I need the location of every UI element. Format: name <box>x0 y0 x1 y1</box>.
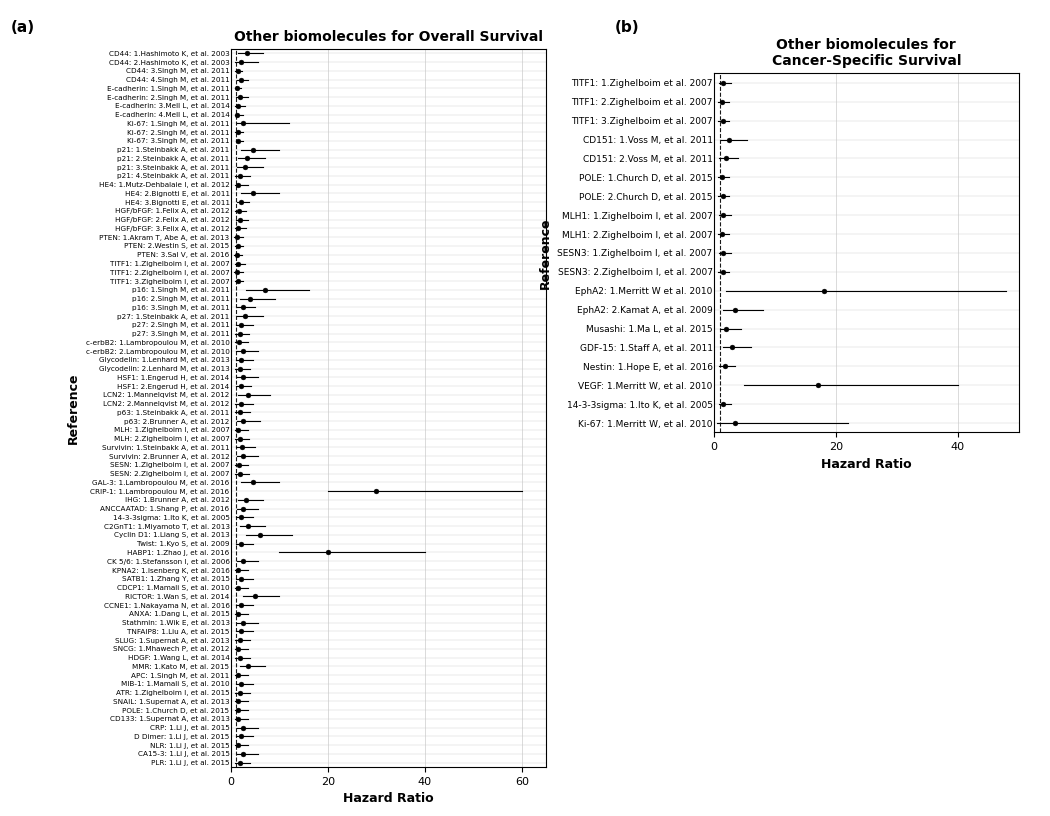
Title: Other biomolecules for
Cancer-Specific Survival: Other biomolecules for Cancer-Specific S… <box>772 38 961 68</box>
X-axis label: Hazard Ratio: Hazard Ratio <box>343 792 434 805</box>
Text: (b): (b) <box>614 20 638 35</box>
Text: (a): (a) <box>10 20 35 35</box>
Title: Other biomolecules for Overall Survival: Other biomolecules for Overall Survival <box>234 29 543 43</box>
X-axis label: Hazard Ratio: Hazard Ratio <box>821 458 911 471</box>
Y-axis label: Reference: Reference <box>539 217 552 289</box>
Y-axis label: Reference: Reference <box>67 372 80 444</box>
